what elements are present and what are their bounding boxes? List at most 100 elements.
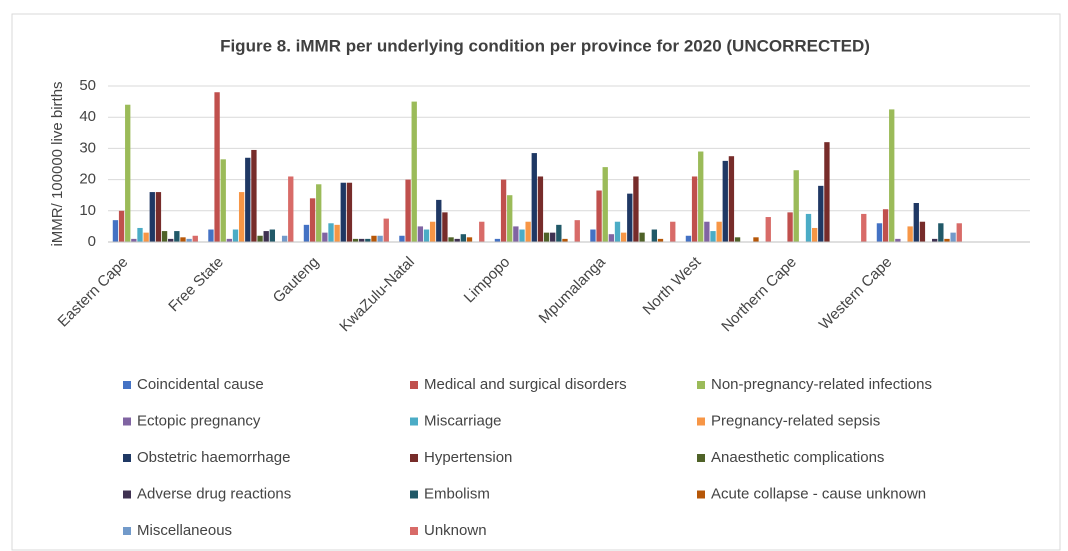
- bar: [436, 199, 442, 242]
- chart-frame: [11, 13, 1061, 551]
- bar: [500, 179, 507, 242]
- bar: [377, 235, 383, 242]
- legend-swatch: [697, 381, 705, 389]
- bar: [238, 192, 245, 242]
- y-tick-label: 10: [79, 202, 96, 219]
- y-tick-label: 30: [79, 139, 96, 156]
- bar: [168, 238, 174, 242]
- bar: [614, 221, 621, 242]
- legend-swatch: [410, 381, 418, 389]
- bar: [161, 231, 168, 242]
- legend-swatch: [697, 454, 705, 462]
- bar: [550, 232, 556, 242]
- bar: [479, 221, 485, 242]
- legend-label: Non-pregnancy-related infections: [711, 376, 932, 393]
- bar: [590, 229, 596, 242]
- bar: [537, 176, 544, 242]
- bar: [131, 238, 137, 242]
- bar: [245, 157, 251, 242]
- legend-label: Ectopic pregnancy: [137, 412, 261, 429]
- bar: [303, 224, 310, 242]
- bar: [698, 151, 704, 242]
- bar: [263, 231, 269, 242]
- bar: [716, 221, 722, 242]
- bar: [811, 227, 818, 242]
- bar: [556, 224, 562, 242]
- bar: [442, 212, 448, 242]
- bar: [359, 238, 365, 242]
- bar: [507, 195, 513, 242]
- bar: [411, 101, 417, 242]
- legend-swatch: [410, 454, 418, 462]
- bar: [365, 238, 371, 242]
- bar: [704, 221, 710, 242]
- legend-label: Anaesthetic complications: [711, 449, 884, 466]
- legend-swatch: [123, 381, 131, 389]
- bar: [112, 220, 119, 242]
- bar: [944, 238, 950, 242]
- bar: [932, 238, 938, 242]
- bar: [722, 160, 728, 242]
- bar: [309, 198, 316, 242]
- bar: [670, 221, 676, 242]
- bar: [913, 203, 919, 242]
- bar: [793, 170, 799, 242]
- bar: [525, 221, 531, 242]
- bar: [316, 184, 322, 242]
- bar: [257, 235, 263, 242]
- bar: [627, 193, 633, 242]
- bar: [685, 235, 692, 242]
- legend-label: Medical and surgical disorders: [424, 376, 627, 393]
- bar: [371, 235, 377, 242]
- legend-label: Miscellaneous: [137, 522, 232, 539]
- bar: [186, 238, 192, 242]
- bar: [787, 212, 793, 242]
- bar: [460, 234, 467, 242]
- bar: [288, 176, 294, 242]
- bar: [519, 229, 525, 242]
- legend-label: Obstetric haemorrhage: [137, 449, 290, 466]
- bar: [220, 159, 226, 242]
- bar: [596, 190, 602, 242]
- bar: [513, 226, 519, 242]
- legend-swatch: [410, 527, 418, 535]
- bar: [405, 179, 411, 242]
- bar: [208, 229, 214, 242]
- bar: [232, 229, 239, 242]
- bar: [608, 234, 615, 242]
- bar: [429, 221, 436, 242]
- legend-label: Embolism: [424, 485, 490, 502]
- bar: [340, 182, 346, 242]
- legend-swatch: [123, 417, 131, 426]
- legend-label: Hypertension: [424, 449, 512, 466]
- bar: [710, 231, 716, 242]
- legend-label: Unknown: [424, 522, 487, 539]
- bar: [562, 238, 568, 242]
- bar: [352, 238, 359, 242]
- bar: [531, 153, 537, 242]
- legend-label: Miscarriage: [424, 412, 502, 429]
- bar: [574, 220, 580, 242]
- bar: [143, 232, 149, 242]
- bar: [691, 176, 698, 242]
- bar: [765, 217, 771, 242]
- bar: [657, 238, 664, 242]
- y-tick-label: 40: [79, 108, 96, 125]
- bar: [334, 224, 340, 242]
- y-tick-label: 0: [88, 233, 96, 250]
- legend-swatch: [697, 490, 705, 499]
- bar: [118, 210, 125, 242]
- bar: [895, 238, 901, 242]
- bar: [633, 176, 639, 242]
- bar: [889, 109, 895, 243]
- bar: [192, 235, 198, 242]
- bar: [861, 213, 867, 242]
- legend-label: Acute collapse - cause unknown: [711, 485, 926, 502]
- bar: [734, 237, 741, 242]
- bar: [876, 223, 883, 242]
- legend-swatch: [123, 527, 131, 535]
- bar: [950, 232, 956, 242]
- legend-swatch: [410, 417, 418, 426]
- legend-label: Coincidental cause: [137, 376, 264, 393]
- bar: [149, 192, 155, 242]
